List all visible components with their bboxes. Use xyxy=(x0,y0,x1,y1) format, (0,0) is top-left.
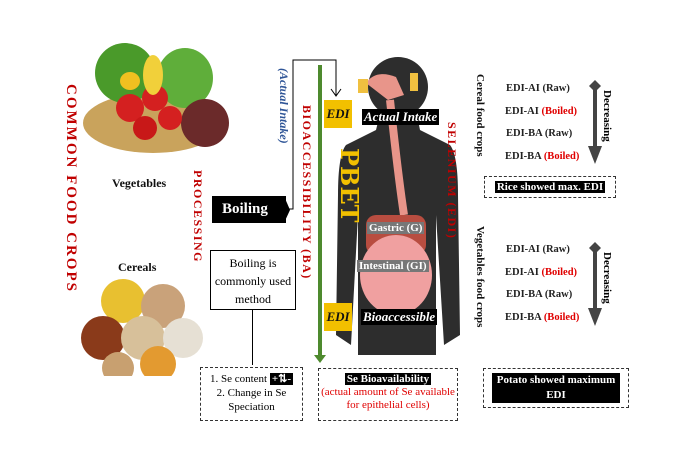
edi-type: EDI-BA xyxy=(506,289,543,300)
edi-condition: (Boiled) xyxy=(541,266,578,278)
rice-result-box: Rice showed max. EDI xyxy=(484,176,616,198)
edi-type: EDI-AI xyxy=(506,83,540,94)
cereal-food-crops-label: Cereal food crops xyxy=(474,74,486,157)
intestinal-label: Intestinal (GI) xyxy=(357,260,429,272)
cereal-edi-item: EDI-BA (Raw) xyxy=(506,128,572,139)
bioaccessibility-arrow xyxy=(318,65,322,360)
edi-type: EDI-BA xyxy=(506,128,543,139)
bioaccessible-label: Bioaccessible xyxy=(361,309,438,325)
edi-bioaccessible-badge: EDI xyxy=(324,303,352,331)
edi-type: EDI-AI xyxy=(506,244,540,255)
veg-edi-item: EDI-BA (Boiled) xyxy=(505,312,579,323)
cereal-decreasing-label: Decreasing xyxy=(601,90,613,142)
pbet-label: PBET xyxy=(335,148,364,223)
actual-intake-label: Actual Intake xyxy=(362,109,440,125)
veg-decreasing-arrow-icon xyxy=(588,242,602,326)
se-content-change-symbol: +⇅- xyxy=(269,373,294,385)
edi-condition: (Raw) xyxy=(542,83,570,94)
potato-result-box: Potato showed maximum EDI xyxy=(483,368,629,408)
vegetables-food-crops-label: Vegetables food crops xyxy=(474,226,486,328)
cereal-edi-item: EDI-BA (Boiled) xyxy=(505,151,579,162)
se-bioavailability-title: Se Bioavailability xyxy=(344,373,432,385)
intake-connector-arrow xyxy=(284,59,342,223)
edi-condition: (Raw) xyxy=(544,289,573,300)
edi-actual-badge: EDI xyxy=(324,100,352,128)
edi-condition: (Raw) xyxy=(544,128,573,139)
edi-condition: (Boiled) xyxy=(541,105,578,117)
se-speciation-text: 2. Change in Se Speciation xyxy=(216,387,287,413)
edi-condition: (Boiled) xyxy=(543,311,580,323)
bioaccessibility-label: BIOACCESSIBILITY (BA) xyxy=(300,105,314,280)
note-connector-line xyxy=(252,310,253,365)
arrowhead-icon xyxy=(314,355,326,363)
boiling-label: Boiling xyxy=(212,196,286,223)
gastric-label: Gastric (G) xyxy=(367,222,425,234)
se-content-box: 1. Se content +⇅- 2. Change in Se Specia… xyxy=(200,367,303,421)
edi-type: EDI-AI xyxy=(505,105,539,117)
se-bioavailability-subtitle: (actual amount of Se available for epith… xyxy=(321,386,455,411)
boiling-note-box: Boiling is commonly used method xyxy=(210,250,296,310)
rice-result-text: Rice showed max. EDI xyxy=(494,181,606,193)
edi-type: EDI-BA xyxy=(505,311,542,323)
potato-result-text: Potato showed maximum EDI xyxy=(492,373,620,403)
cereal-edi-item: EDI-AI (Boiled) xyxy=(505,106,577,117)
edi-condition: (Boiled) xyxy=(543,150,580,162)
edi-condition: (Raw) xyxy=(542,244,570,255)
veg-edi-item: EDI-AI (Boiled) xyxy=(505,267,577,278)
se-bioavailability-box: Se Bioavailability (actual amount of Se … xyxy=(318,368,458,421)
veg-edi-item: EDI-BA (Raw) xyxy=(506,289,572,300)
veg-edi-item: EDI-AI (Raw) xyxy=(506,244,570,255)
veg-decreasing-label: Decreasing xyxy=(601,252,613,304)
se-content-text: 1. Se content xyxy=(209,373,268,385)
cereal-edi-item: EDI-AI (Raw) xyxy=(506,83,570,94)
vegetables-image xyxy=(83,43,229,153)
processing-label: PROCESSING xyxy=(191,170,205,264)
vegetables-label: Vegetables xyxy=(112,176,167,190)
cereals-label: Cereals xyxy=(118,260,157,274)
common-food-crops-label: COMMON FOOD CROPS xyxy=(63,84,79,293)
actual-intake-vertical-label: (Actual Intake) xyxy=(277,68,291,144)
cereals-image xyxy=(81,279,203,376)
edi-type: EDI-AI xyxy=(505,266,539,278)
selenium-edi-label: SELENIUM (EDI) xyxy=(445,122,459,240)
edi-type: EDI-BA xyxy=(505,150,542,162)
cereal-decreasing-arrow-icon xyxy=(588,80,602,164)
